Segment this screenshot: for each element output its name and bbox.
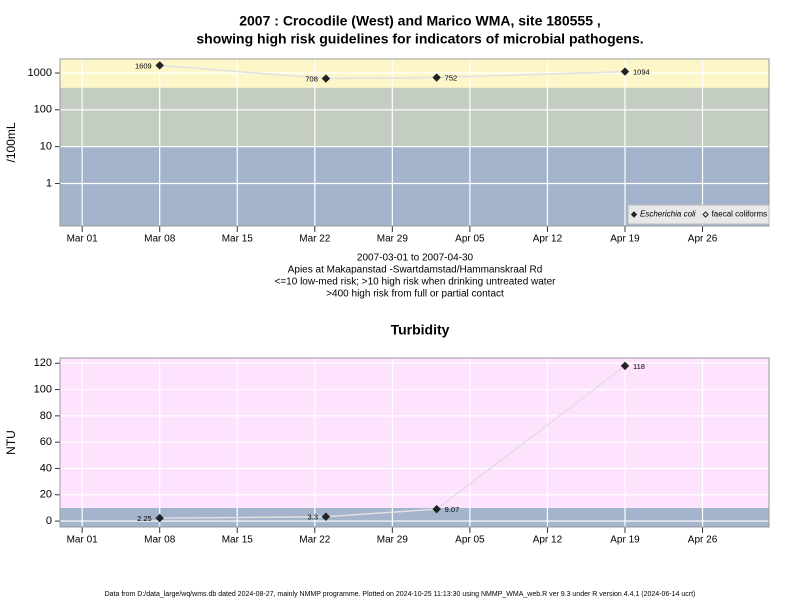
legend-marker [702, 211, 709, 218]
legend-label: Escherichia coli [640, 210, 696, 219]
x-tick-label: Apr 05 [455, 234, 485, 245]
x-tick-label: Mar 08 [144, 535, 176, 546]
data-point [155, 61, 164, 70]
x-tick-label: Mar 01 [67, 234, 99, 245]
data-point [620, 67, 630, 76]
data-label: 1094 [633, 68, 650, 77]
data-point [432, 504, 441, 514]
data-label: 1609 [135, 61, 152, 70]
y-tick-label: 0 [46, 515, 52, 527]
note: 2007-03-01 to 2007-04-30 [357, 253, 474, 264]
y-tick-label: 100 [34, 104, 52, 116]
x-tick-label: Mar 01 [67, 535, 99, 546]
x-tick-label: Apr 12 [533, 234, 563, 245]
series-line [159, 365, 626, 519]
x-tick-label: Mar 15 [222, 234, 254, 245]
note: <=10 low-med risk; >10 high risk when dr… [275, 277, 557, 288]
x-tick-label: Apr 05 [455, 535, 485, 546]
plot-frame [59, 357, 770, 528]
data-label: 118 [633, 362, 645, 371]
y-tick-label: 1000 [28, 67, 52, 79]
chart-title: showing high risk guidelines for indicat… [196, 31, 643, 47]
x-tick-label: Mar 22 [299, 535, 331, 546]
y-tick-label: 60 [40, 436, 52, 448]
footer: Data from D:/data_large/wq/wms.db dated … [105, 591, 696, 598]
chart-title: Turbidity [391, 322, 450, 338]
y-tick-label: 120 [34, 357, 52, 369]
data-label: 2.25 [137, 514, 152, 523]
data-label: 752 [445, 74, 458, 83]
chart-title: 2007 : Crocodile (West) and Marico WMA, … [239, 13, 601, 29]
series-line [159, 64, 626, 80]
x-tick-label: Apr 26 [688, 234, 718, 245]
data-point [620, 361, 630, 371]
plot-frame [59, 58, 770, 227]
y-tick-label: 1 [46, 177, 52, 189]
y-tick-label: 100 [34, 383, 52, 395]
risk-band [60, 358, 769, 508]
x-tick-label: Mar 22 [299, 234, 331, 245]
x-tick-label: Apr 12 [533, 535, 563, 546]
risk-band [60, 87, 769, 147]
y-axis-label: /100mL [4, 122, 18, 162]
x-tick-label: Apr 19 [610, 535, 640, 546]
y-tick-label: 20 [40, 489, 52, 501]
x-tick-label: Mar 08 [144, 234, 176, 245]
y-tick-label: 80 [40, 410, 52, 422]
note: >400 high risk from full or partial cont… [326, 289, 504, 300]
y-tick-label: 40 [40, 462, 52, 474]
x-tick-label: Apr 19 [610, 234, 640, 245]
legend-label: faecal coliforms [712, 210, 768, 219]
data-point [321, 74, 331, 83]
data-point [155, 513, 164, 523]
legend-box [627, 204, 770, 225]
x-tick-label: Mar 29 [377, 234, 409, 245]
data-point [321, 512, 331, 521]
y-tick-label: 10 [40, 141, 52, 153]
data-point [432, 73, 441, 82]
x-tick-label: Mar 15 [222, 535, 254, 546]
data-label: 9.07 [445, 505, 460, 514]
x-tick-label: Apr 26 [688, 535, 718, 546]
data-label: 708 [305, 75, 318, 84]
data-label: 3.3 [307, 513, 317, 522]
note: Apies at Makapanstad -Swartdamstad/Hamma… [288, 265, 543, 276]
x-tick-label: Mar 29 [377, 535, 409, 546]
y-axis-label: NTU [4, 430, 18, 455]
legend-marker [630, 211, 638, 218]
